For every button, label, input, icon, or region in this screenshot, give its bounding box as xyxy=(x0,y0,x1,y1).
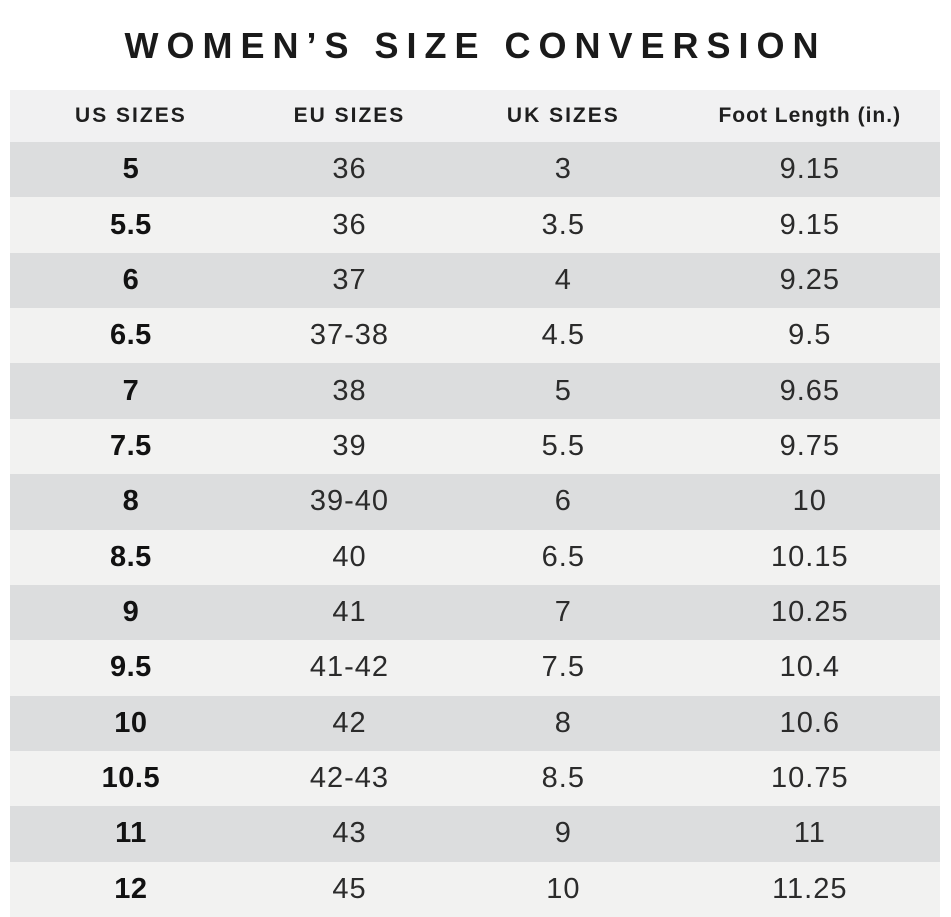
foot-length-cell: 10.75 xyxy=(771,762,849,795)
us-size-cell: 9.5 xyxy=(109,651,152,684)
foot-length-cell: 10.25 xyxy=(771,596,849,629)
table-row: 5.5 36 3.5 9.15 xyxy=(10,197,940,253)
eu-size-cell: 42-43 xyxy=(309,762,390,795)
uk-size-cell: 7.5 xyxy=(541,651,585,684)
foot-length-cell: 9.15 xyxy=(779,208,841,241)
table-row: 10 42 8 10.6 xyxy=(10,695,940,751)
foot-length-cell: 9.75 xyxy=(779,429,841,462)
uk-size-cell: 3 xyxy=(554,153,572,186)
size-conversion-table: US SIZES EU SIZES UK SIZES Foot Length (… xyxy=(10,90,940,917)
uk-size-cell: 5.5 xyxy=(541,429,585,462)
foot-length-cell: 9.25 xyxy=(779,263,841,296)
table-row: 12 45 10 11.25 xyxy=(10,861,940,917)
us-size-cell: 7 xyxy=(122,374,140,407)
eu-size-cell: 39 xyxy=(332,429,367,462)
table-row: 6.5 37-38 4.5 9.5 xyxy=(10,308,940,364)
us-size-cell: 7.5 xyxy=(109,429,152,462)
foot-length-cell: 9.5 xyxy=(788,319,832,352)
table-body: 5 36 3 9.15 5.5 36 3.5 9.15 6 37 4 9.25 6.5 37-38 4.5 9… xyxy=(10,142,940,917)
foot-length-cell: 9.15 xyxy=(779,153,841,186)
foot-length-cell: 10.4 xyxy=(779,651,841,684)
page-title: WOMEN’S SIZE CONVERSION xyxy=(124,25,827,66)
uk-size-cell: 3.5 xyxy=(541,208,585,241)
foot-length-cell: 10.6 xyxy=(779,706,841,739)
table-row: 7.5 39 5.5 9.75 xyxy=(10,418,940,475)
foot-length-cell: 10.15 xyxy=(771,540,849,573)
uk-size-cell: 9 xyxy=(554,817,572,850)
table-row: 7 38 5 9.65 xyxy=(10,363,940,419)
us-size-cell: 12 xyxy=(114,872,148,905)
us-size-cell: 9 xyxy=(122,596,140,629)
uk-size-cell: 6 xyxy=(554,485,572,518)
eu-size-cell: 36 xyxy=(332,208,367,241)
table-row: 10.5 42-43 8.5 10.75 xyxy=(10,750,940,807)
column-header-us-sizes: US SIZES xyxy=(75,104,187,127)
column-header-uk-sizes: UK SIZES xyxy=(506,104,620,127)
foot-length-cell: 11 xyxy=(793,817,826,850)
eu-size-cell: 36 xyxy=(332,153,367,186)
eu-size-cell: 45 xyxy=(332,872,367,905)
foot-length-cell: 9.65 xyxy=(779,374,841,407)
uk-size-cell: 8.5 xyxy=(541,762,585,795)
table-row: 9.5 41-42 7.5 10.4 xyxy=(10,640,940,696)
us-size-cell: 8 xyxy=(122,485,140,518)
column-header-eu-sizes: EU SIZES xyxy=(293,104,406,127)
us-size-cell: 6 xyxy=(122,263,140,296)
table-row: 8 39-40 6 10 xyxy=(10,474,940,530)
eu-size-cell: 37 xyxy=(332,263,367,296)
table-row: 8.5 40 6.5 10.15 xyxy=(10,529,940,585)
us-size-cell: 5.5 xyxy=(109,208,152,241)
us-size-cell: 10 xyxy=(114,706,148,739)
uk-size-cell: 4 xyxy=(554,263,572,296)
us-size-cell: 11 xyxy=(115,817,147,850)
table-row: 5 36 3 9.15 xyxy=(10,142,940,198)
uk-size-cell: 7 xyxy=(554,596,572,629)
foot-length-cell: 11.25 xyxy=(772,872,848,905)
uk-size-cell: 5 xyxy=(554,374,572,407)
eu-size-cell: 43 xyxy=(332,817,367,850)
table-row: 9 41 7 10.25 xyxy=(10,584,940,641)
uk-size-cell: 8 xyxy=(554,706,572,739)
us-size-cell: 8.5 xyxy=(109,540,152,573)
eu-size-cell: 39-40 xyxy=(309,485,390,518)
eu-size-cell: 42 xyxy=(332,706,367,739)
eu-size-cell: 41 xyxy=(332,596,367,629)
foot-length-cell: 10 xyxy=(792,485,827,518)
us-size-cell: 5 xyxy=(122,153,140,186)
table-header-row: US SIZES EU SIZES UK SIZES Foot Length (… xyxy=(10,90,940,142)
eu-size-cell: 40 xyxy=(332,540,367,573)
eu-size-cell: 37-38 xyxy=(309,319,390,352)
table-row: 11 43 9 11 xyxy=(10,806,940,862)
uk-size-cell: 10 xyxy=(546,872,581,905)
us-size-cell: 6.5 xyxy=(109,319,152,352)
uk-size-cell: 4.5 xyxy=(541,319,585,352)
uk-size-cell: 6.5 xyxy=(541,540,585,573)
us-size-cell: 10.5 xyxy=(101,762,161,795)
column-header-foot-length: Foot Length (in.) xyxy=(718,104,902,127)
eu-size-cell: 38 xyxy=(332,374,367,407)
eu-size-cell: 41-42 xyxy=(309,651,390,684)
table-row: 6 37 4 9.25 xyxy=(10,252,940,309)
